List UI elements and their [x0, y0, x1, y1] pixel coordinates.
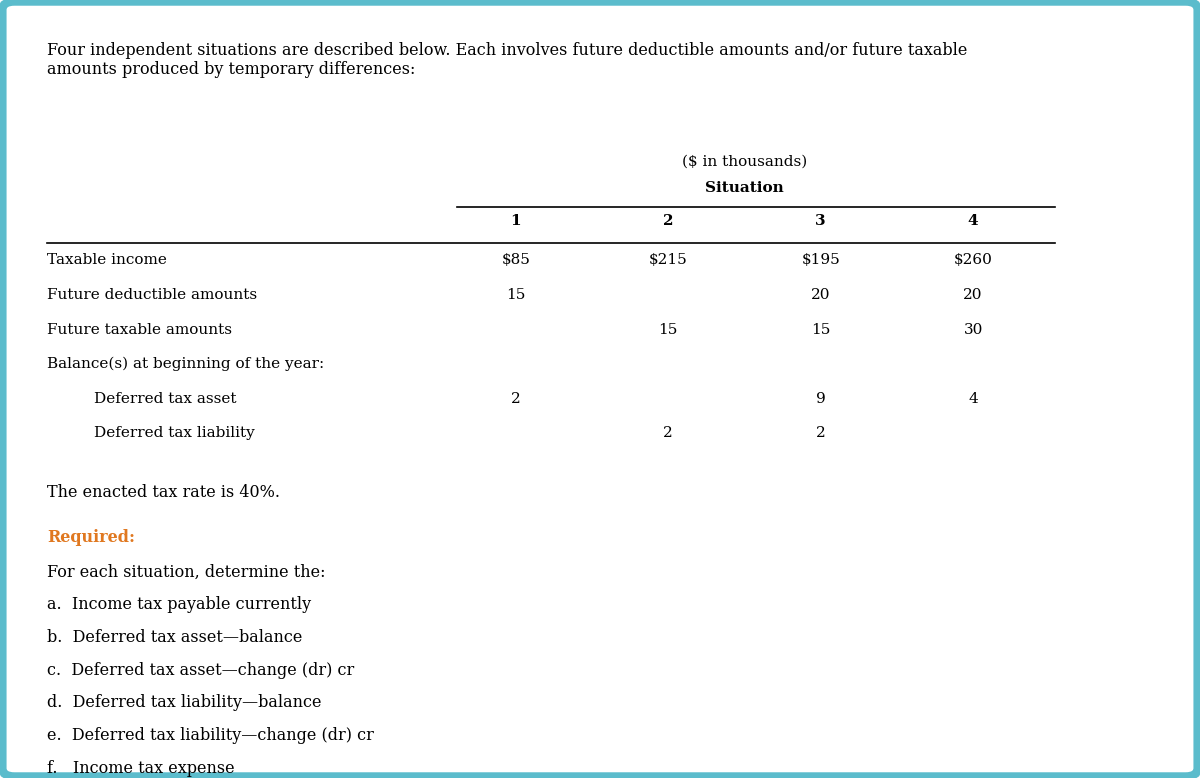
Text: Situation: Situation [706, 181, 784, 195]
Text: d.  Deferred tax liability—balance: d. Deferred tax liability—balance [47, 695, 322, 711]
Text: 2: 2 [511, 391, 521, 405]
Text: 15: 15 [811, 323, 830, 337]
Text: a.  Income tax payable currently: a. Income tax payable currently [47, 596, 311, 613]
Text: Deferred tax asset: Deferred tax asset [94, 391, 236, 405]
Text: 2: 2 [664, 214, 673, 228]
Text: 9: 9 [816, 391, 826, 405]
Text: b.  Deferred tax asset—balance: b. Deferred tax asset—balance [47, 629, 302, 646]
Text: Required:: Required: [47, 529, 134, 546]
Text: $195: $195 [802, 254, 840, 268]
Text: c.  Deferred tax asset—change (dr) cr: c. Deferred tax asset—change (dr) cr [47, 662, 354, 678]
Text: $85: $85 [502, 254, 530, 268]
Text: f.   Income tax expense: f. Income tax expense [47, 760, 234, 777]
Text: 15: 15 [506, 288, 526, 302]
Text: 4: 4 [968, 391, 978, 405]
Text: 2: 2 [664, 426, 673, 440]
Text: Balance(s) at beginning of the year:: Balance(s) at beginning of the year: [47, 357, 324, 371]
Text: 20: 20 [964, 288, 983, 302]
Text: Future deductible amounts: Future deductible amounts [47, 288, 257, 302]
Text: Deferred tax liability: Deferred tax liability [94, 426, 254, 440]
Text: For each situation, determine the:: For each situation, determine the: [47, 563, 325, 580]
Text: 1: 1 [510, 214, 521, 228]
Text: Future taxable amounts: Future taxable amounts [47, 323, 232, 337]
Text: $260: $260 [954, 254, 992, 268]
Text: 4: 4 [968, 214, 978, 228]
Text: 30: 30 [964, 323, 983, 337]
Text: The enacted tax rate is 40%.: The enacted tax rate is 40%. [47, 485, 280, 501]
Text: Four independent situations are described below. Each involves future deductible: Four independent situations are describe… [47, 42, 967, 79]
Text: ($ in thousands): ($ in thousands) [682, 155, 808, 169]
Text: Taxable income: Taxable income [47, 254, 167, 268]
Text: 20: 20 [811, 288, 830, 302]
Text: e.  Deferred tax liability—change (dr) cr: e. Deferred tax liability—change (dr) cr [47, 727, 373, 745]
Text: 15: 15 [659, 323, 678, 337]
Text: $215: $215 [649, 254, 688, 268]
Text: 3: 3 [815, 214, 826, 228]
Text: 2: 2 [816, 426, 826, 440]
